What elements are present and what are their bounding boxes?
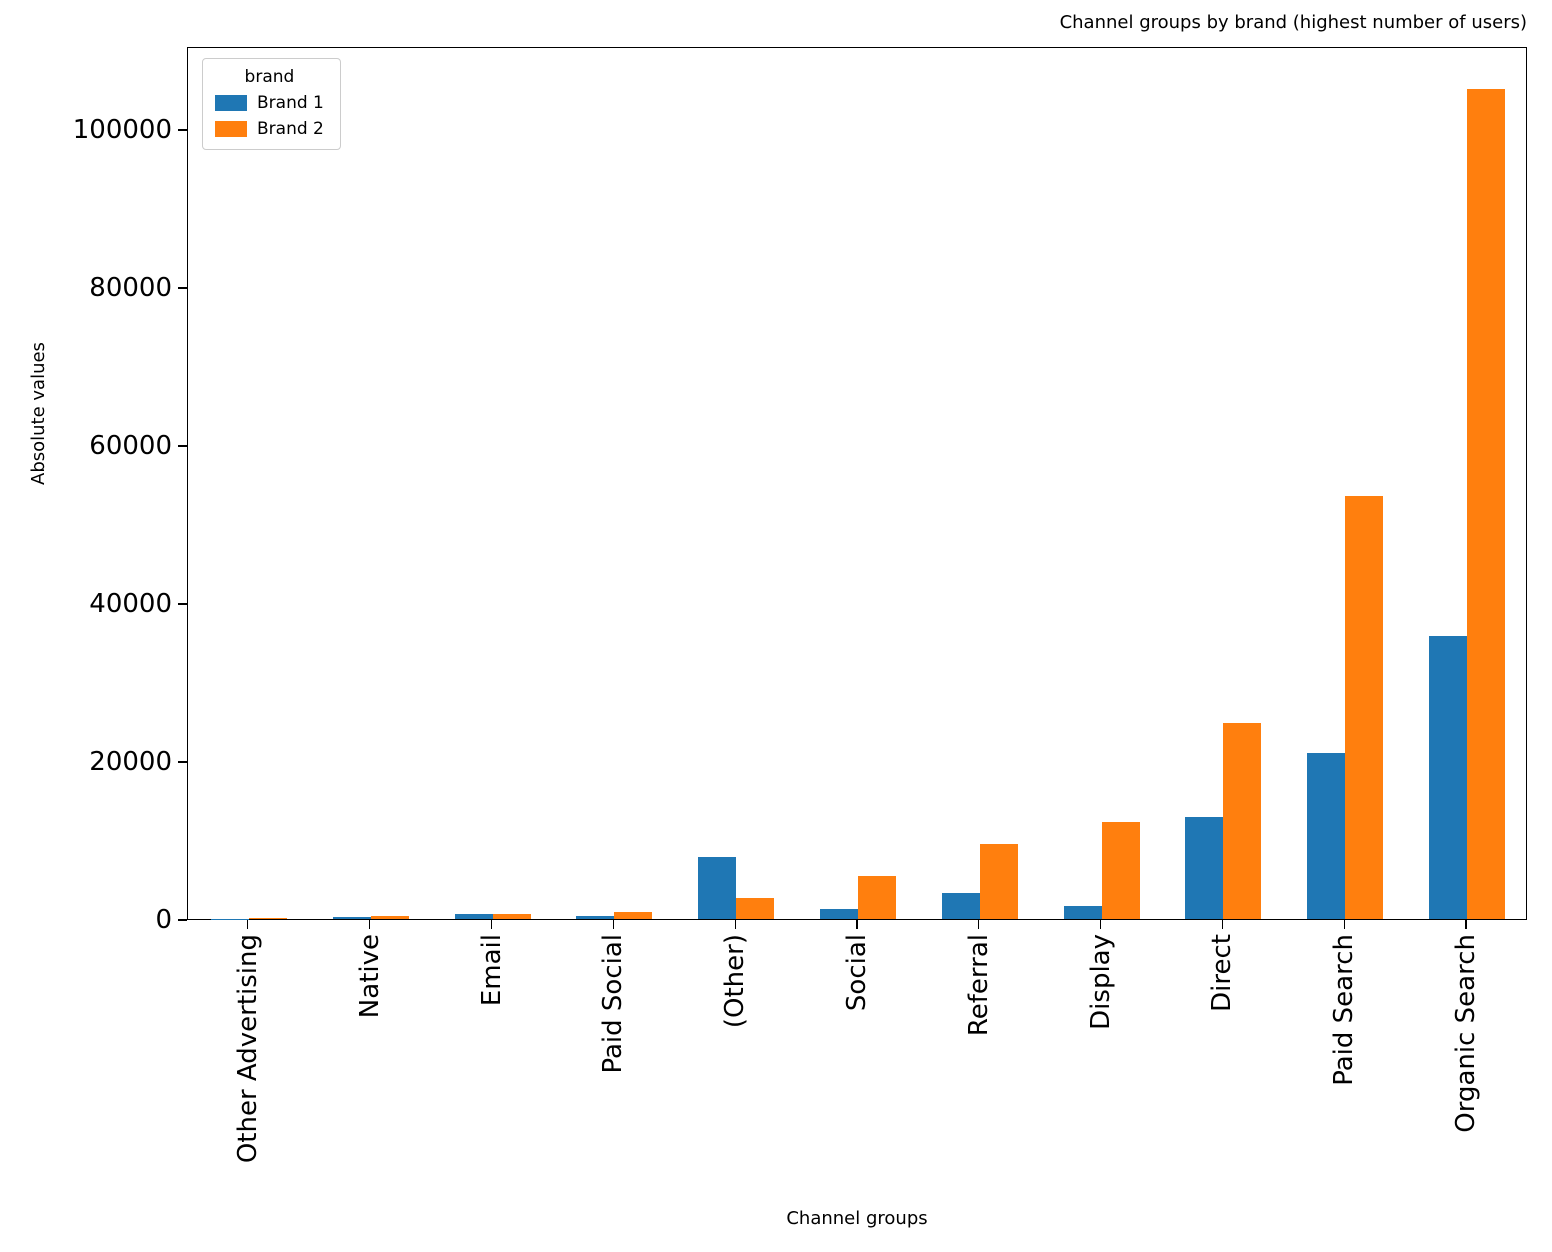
x-category-label: Display <box>1085 934 1116 1030</box>
y-tick-mark <box>178 919 187 921</box>
legend-items: Brand 1 Brand 2 <box>215 93 324 139</box>
bar <box>858 875 896 919</box>
x-category-label: Email <box>476 934 507 1007</box>
bar <box>1063 905 1102 919</box>
legend-item: Brand 1 <box>215 93 324 113</box>
bar <box>1467 89 1506 919</box>
legend-swatch-icon <box>215 95 247 111</box>
y-tick-mark <box>178 287 187 289</box>
y-tick-mark <box>178 445 187 447</box>
x-category-label: (Other) <box>720 934 751 1029</box>
x-tick-mark <box>856 920 858 929</box>
legend-label: Brand 2 <box>257 119 324 139</box>
bar <box>1429 636 1468 919</box>
y-tick-label: 20000 <box>89 746 172 777</box>
x-category-label: Direct <box>1207 934 1238 1012</box>
bar <box>492 913 531 919</box>
y-tick-label: 80000 <box>89 272 172 303</box>
bar <box>820 908 858 919</box>
x-tick-mark <box>369 920 371 929</box>
bar <box>248 918 287 919</box>
y-tick-label: 60000 <box>89 430 172 461</box>
x-tick-mark <box>1100 920 1102 929</box>
x-tick-mark <box>1465 920 1467 929</box>
y-tick-mark <box>178 129 187 131</box>
y-tick-mark <box>178 603 187 605</box>
x-category-label: Social <box>842 934 872 1012</box>
x-tick-mark <box>490 920 493 929</box>
bar <box>332 916 371 919</box>
y-tick-mark <box>178 761 187 763</box>
x-category-label: Organic Search <box>1451 934 1482 1133</box>
x-tick-mark <box>734 920 736 929</box>
x-category-label: Paid Social <box>598 934 629 1074</box>
x-category-label: Native <box>354 934 385 1019</box>
x-category-label: Other Advertising <box>232 934 263 1164</box>
bar <box>576 915 615 919</box>
bar <box>614 911 653 919</box>
x-tick-mark <box>978 920 980 929</box>
x-category-label: Paid Search <box>1329 934 1360 1086</box>
x-tick-mark <box>1221 920 1224 929</box>
bar <box>1345 496 1384 919</box>
x-tick-mark <box>247 920 249 929</box>
bar <box>698 857 737 919</box>
legend-item: Brand 2 <box>215 119 324 139</box>
y-tick-label: 0 <box>155 905 172 935</box>
bar <box>454 914 493 919</box>
bar <box>370 916 409 919</box>
y-tick-label: 40000 <box>89 588 172 619</box>
y-tick-label: 100000 <box>72 114 172 145</box>
plot-area: brand Brand 1 Brand 2 <box>187 47 1527 920</box>
legend: brand Brand 1 Brand 2 <box>202 58 341 150</box>
bar <box>1185 817 1224 919</box>
y-axis-label: Absolute values <box>28 342 49 485</box>
bar <box>979 843 1018 919</box>
legend-label: Brand 1 <box>257 93 324 113</box>
x-category-label: Referral <box>963 934 994 1037</box>
chart-title: Channel groups by brand (highest number … <box>1059 12 1527 33</box>
bar <box>1101 821 1140 919</box>
bar <box>1307 753 1346 919</box>
bar <box>210 918 249 919</box>
bar <box>1223 723 1262 919</box>
x-tick-mark <box>612 920 614 929</box>
legend-title: brand <box>244 67 295 87</box>
x-tick-mark <box>1343 920 1345 929</box>
legend-swatch-icon <box>215 121 247 137</box>
x-axis-label: Channel groups <box>786 1208 928 1229</box>
bar <box>736 898 775 919</box>
bar <box>941 892 980 919</box>
